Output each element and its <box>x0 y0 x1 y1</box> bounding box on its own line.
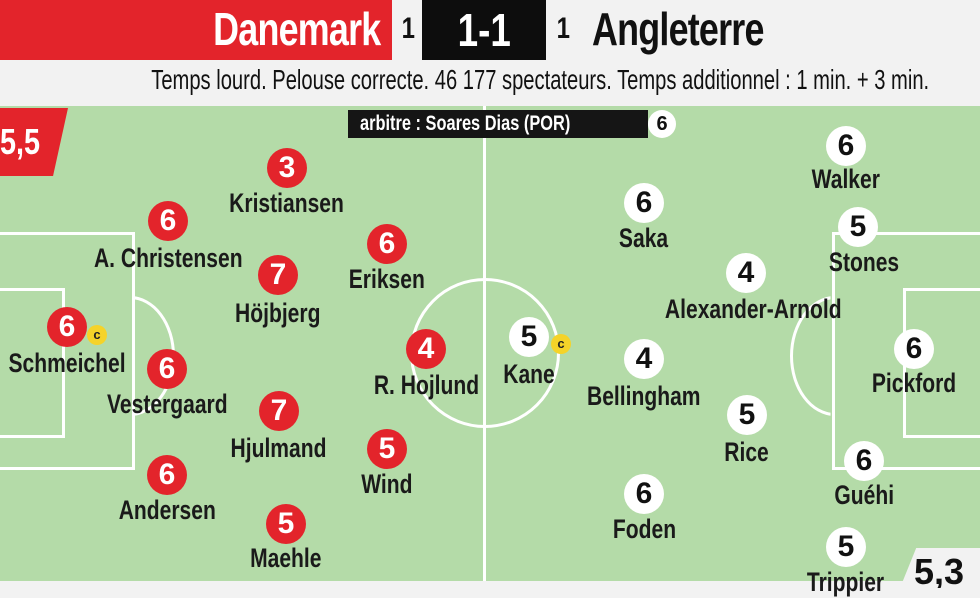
captain-badge: c <box>551 334 571 354</box>
player-name: Kristiansen <box>229 188 345 218</box>
home-team-name: Danemark <box>212 3 381 55</box>
score-box: 1-1 <box>422 0 546 60</box>
player-name: Höjbjerg <box>235 298 321 328</box>
player-rating: 7 <box>259 391 299 431</box>
player-rating: 5 <box>266 504 306 544</box>
player-name: Vestergaard <box>106 389 228 419</box>
referee-rating: 6 <box>648 110 676 138</box>
player-rating: 5 <box>367 429 407 469</box>
player-name: Schmeichel <box>8 348 126 378</box>
player-name: Stones <box>828 247 900 277</box>
player-rating: 3 <box>267 148 307 188</box>
player-name: Rice <box>724 437 770 467</box>
player-rating: 7 <box>258 255 298 295</box>
home-penalty-area <box>0 232 135 470</box>
player-name: Andersen <box>118 495 216 525</box>
player-rating: 5 <box>727 395 767 435</box>
player-rating: 5 <box>838 207 878 247</box>
match-info: Temps lourd. Pelouse correcte. 46 177 sp… <box>151 64 930 95</box>
player-rating: 6 <box>367 224 407 264</box>
player-rating: 6 <box>147 349 187 389</box>
player-rating: 6 <box>844 441 884 481</box>
player-rating: 4 <box>624 339 664 379</box>
score: 1-1 <box>457 4 511 56</box>
captain-badge: c <box>87 325 107 345</box>
player-name: A. Christensen <box>93 243 243 273</box>
player-name: Bellingham <box>587 381 701 411</box>
player-name: R. Hojlund <box>373 370 479 400</box>
player-name: Alexander-Arnold <box>664 294 842 324</box>
player-rating: 4 <box>726 253 766 293</box>
player-rating: 4 <box>406 329 446 369</box>
player-name: Eriksen <box>348 264 426 294</box>
player-name: Wind <box>361 469 413 499</box>
player-name: Walker <box>811 164 881 194</box>
player-name: Guéhi <box>834 480 894 510</box>
player-rating: 6 <box>624 183 664 223</box>
player-rating: 6 <box>147 455 187 495</box>
player-name: Saka <box>619 223 669 253</box>
player-name: Maehle <box>250 543 322 573</box>
player-name: Hjulmand <box>231 433 327 463</box>
player-rating: 6 <box>148 201 188 241</box>
home-goals: 1 <box>401 12 416 45</box>
away-team-name: Angleterre <box>592 3 764 55</box>
player-rating: 6 <box>624 474 664 514</box>
player-name: Trippier <box>807 567 885 597</box>
referee-banner: arbitre : Soares Dias (POR) <box>348 110 648 138</box>
home-goal-area <box>0 288 65 438</box>
player-name: Kane <box>503 359 555 389</box>
player-rating: 6 <box>894 329 934 369</box>
player-rating: 6 <box>47 307 87 347</box>
player-name: Pickford <box>871 368 957 398</box>
player-rating: 5 <box>826 527 866 567</box>
away-penalty-area <box>832 232 980 470</box>
player-name: Foden <box>612 514 676 544</box>
player-rating: 6 <box>826 126 866 166</box>
away-goals: 1 <box>556 12 571 45</box>
player-rating: 5 <box>509 317 549 357</box>
home-team-banner <box>0 0 392 60</box>
